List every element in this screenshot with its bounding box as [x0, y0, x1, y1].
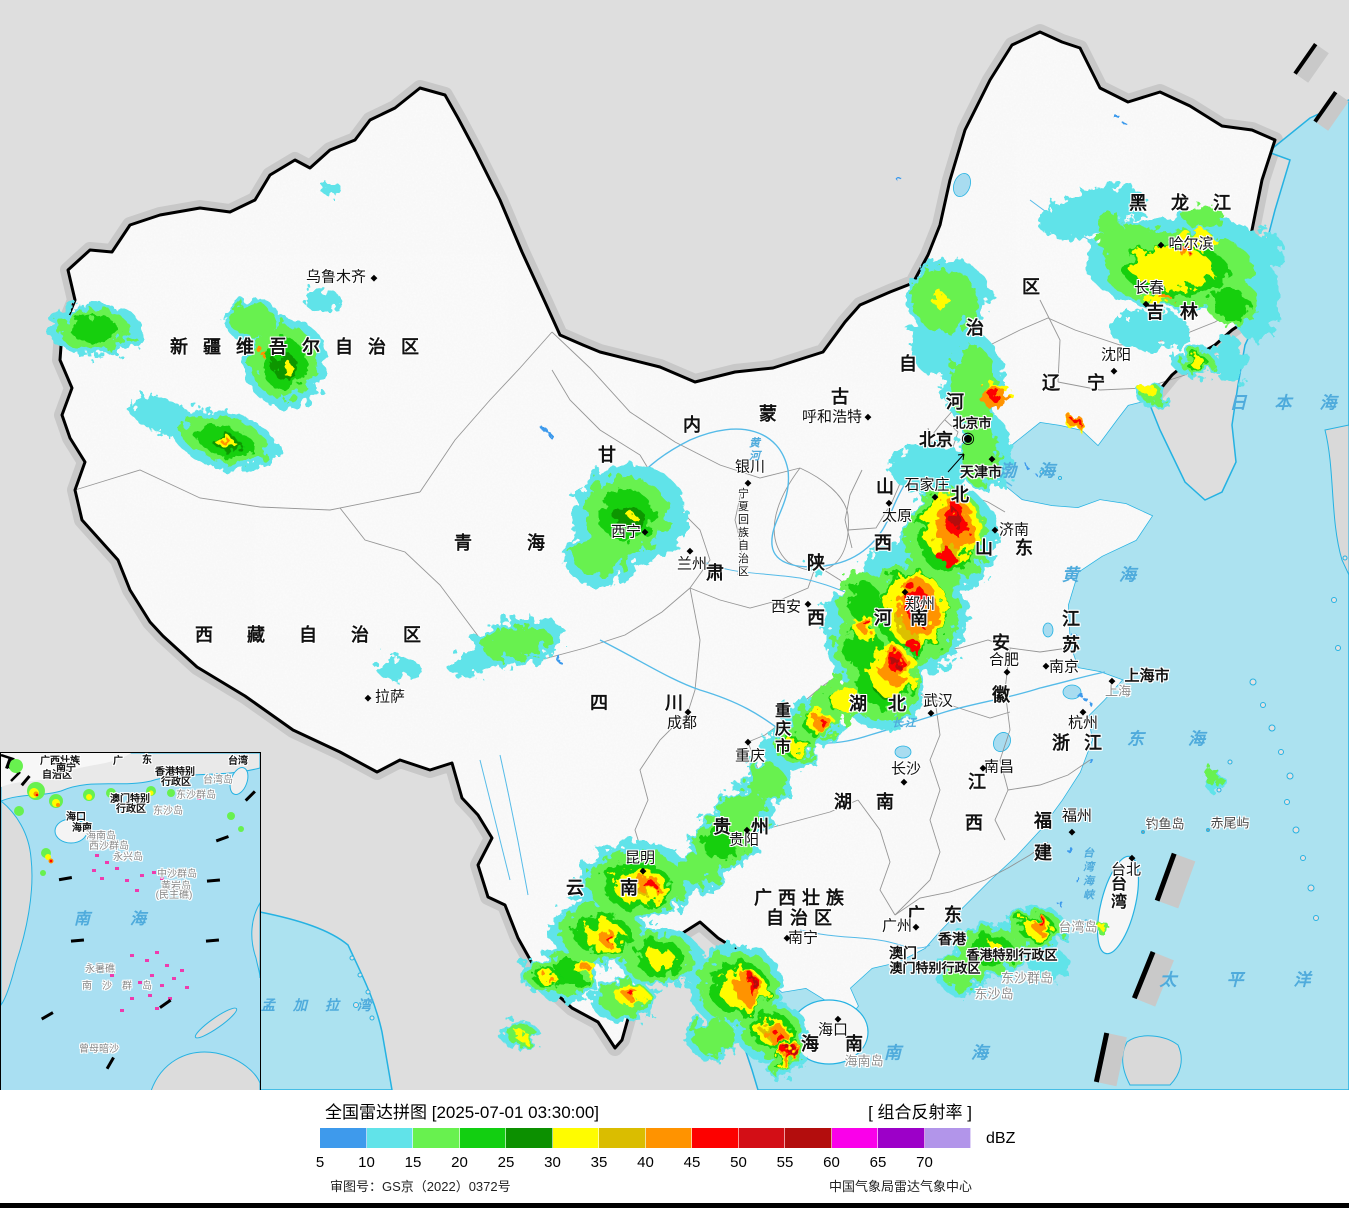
city-marker-icon: ◆ — [1079, 706, 1087, 717]
city-marker-icon: ◆ — [1042, 660, 1050, 671]
city-marker-icon: ◆ — [991, 524, 999, 535]
colorbar-tick: 35 — [590, 1154, 608, 1171]
city-marker-icon: ◆ — [743, 824, 751, 835]
colorbar-cell: 5 — [316, 1128, 367, 1171]
colorbar-tick: 15 — [404, 1154, 422, 1171]
colorbar-cell: 40 — [637, 1128, 692, 1171]
colorbar-tick: 70 — [916, 1154, 933, 1171]
radar-echoes — [47, 117, 1282, 1082]
city-marker-icon: ◆ — [783, 932, 791, 943]
city-marker-icon: ◆ — [988, 453, 996, 464]
foreign-islands — [1122, 424, 1349, 1086]
colorbar-cell: 45 — [684, 1128, 739, 1171]
colorbar-tick: 5 — [315, 1154, 325, 1171]
colorbar-tick: 55 — [776, 1154, 794, 1171]
colorbar: 5 10 15 20 25 30 35 40 45 50 — [316, 1128, 971, 1171]
colorbar-tick: 10 — [358, 1154, 375, 1171]
colorbar-cell: 35 — [591, 1128, 646, 1171]
map-license: 审图号：GS京（2022）0372号 — [330, 1179, 511, 1194]
colorbar-cell: 70 — [916, 1128, 971, 1171]
south-china-sea-inset — [0, 752, 261, 1092]
city-marker-icon: ◆ — [931, 491, 939, 502]
colorbar-tick: 50 — [730, 1154, 747, 1171]
city-marker-icon: ◆ — [684, 706, 692, 717]
nine-dash-line — [5, 756, 256, 1070]
colorbar-cell: 20 — [451, 1128, 506, 1171]
colorbar-tick: 45 — [683, 1154, 701, 1171]
city-marker-icon: ◆ — [1003, 666, 1011, 677]
city-marker-icon: ◆ — [364, 692, 372, 703]
colorbar-cell: 30 — [544, 1128, 599, 1171]
city-marker-icon: ◆ — [834, 1013, 842, 1024]
city-marker-icon: ◆ — [1110, 365, 1118, 376]
city-marker-icon: ◆ — [1142, 298, 1150, 309]
colorbar-tick: 30 — [544, 1154, 561, 1171]
city-marker-icon: ◆ — [901, 586, 909, 597]
bottom-border — [0, 1203, 1349, 1208]
city-marker-icon: ◆ — [804, 598, 812, 609]
city-marker-icon: ◆ — [1108, 675, 1116, 686]
tianjin-arrow — [947, 453, 965, 473]
boundary-dash-markers — [1093, 42, 1349, 1087]
colorbar-tick: 25 — [497, 1154, 515, 1171]
city-marker-icon: ◆ — [1128, 852, 1136, 863]
island-group-markers — [92, 797, 201, 1012]
colorbar-cell: 65 — [870, 1128, 925, 1171]
colorbar-tick: 20 — [451, 1154, 468, 1171]
map-canvas — [47, 24, 1349, 1090]
city-marker-icon: ◆ — [639, 865, 647, 876]
colorbar-cell: 55 — [777, 1128, 832, 1171]
city-marker-icon: ◆ — [885, 497, 893, 508]
small-islands — [349, 469, 1348, 1021]
city-marker-icon: ◆ — [927, 707, 935, 718]
colorbar-tick: 65 — [869, 1154, 887, 1171]
unit-label: dBZ — [986, 1130, 1016, 1147]
city-marker-icon: ◆ — [686, 545, 694, 556]
colorbar-cell: 50 — [730, 1128, 785, 1171]
city-marker-icon: ◆ — [864, 411, 872, 422]
city-marker-icon: ◆ — [1068, 826, 1076, 837]
city-marker-icon: ◆ — [744, 477, 752, 488]
colorbar-cell: 15 — [405, 1128, 460, 1171]
city-marker-icon: ◆ — [370, 272, 378, 283]
colorbar-cell: 25 — [498, 1128, 553, 1171]
city-marker-icon: ◆ — [641, 526, 649, 537]
colorbar-tick: 40 — [637, 1154, 654, 1171]
colorbar-tick: 60 — [823, 1154, 840, 1171]
map-credit: 中国气象局雷达气象中心 — [828, 1179, 972, 1194]
map-title: 全国雷达拼图 [2025-07-01 03:30:00] — [325, 1103, 600, 1122]
city-marker-icon: ◆ — [979, 762, 987, 773]
city-marker-icon: ◆ — [912, 921, 920, 932]
capital-marker-icon: ◉ — [961, 430, 975, 447]
city-marker-icon: ◆ — [900, 776, 908, 787]
legend: 全国雷达拼图 [2025-07-01 03:30:00] [ 组合反射率 ] 5… — [0, 1090, 1349, 1208]
colorbar-cell: 10 — [358, 1128, 413, 1171]
city-marker-icon: ◆ — [1157, 239, 1165, 250]
product-label: [ 组合反射率 ] — [868, 1103, 972, 1122]
colorbar-cell: 60 — [823, 1128, 878, 1171]
radar-map: 新疆维吾尔自治区 西藏自治区 青海甘肃内蒙古自治区四川 云南 贵州 广西壮族 自治区 广东 湖南… — [0, 0, 1349, 1092]
city-marker-icon: ◆ — [744, 736, 752, 747]
